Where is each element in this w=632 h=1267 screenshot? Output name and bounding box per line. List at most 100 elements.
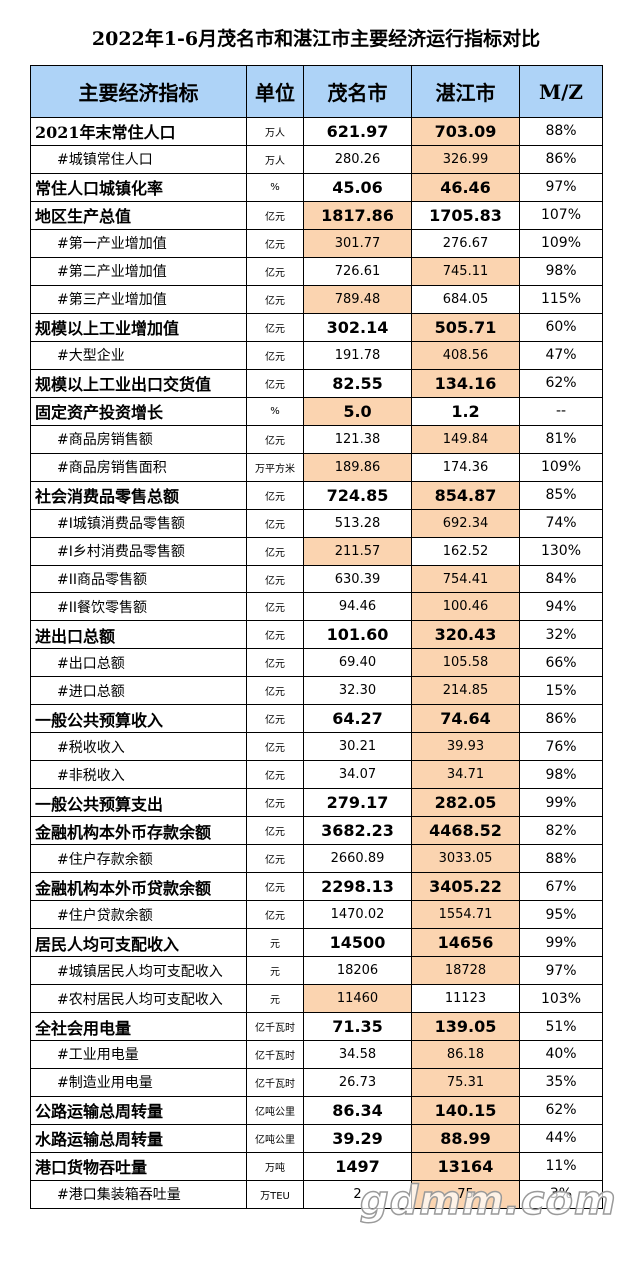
header-cell: 茂名市 bbox=[304, 66, 412, 118]
value: 320.43 bbox=[412, 621, 520, 650]
unit: 亿元 bbox=[247, 761, 304, 790]
value: 34.58 bbox=[304, 1041, 412, 1069]
value: 69.40 bbox=[304, 649, 412, 678]
indicator-name: #II餐饮零售额 bbox=[31, 593, 247, 622]
indicator-name: 居民人均可支配收入 bbox=[31, 929, 247, 958]
ratio: 95% bbox=[520, 901, 603, 930]
value: 101.60 bbox=[304, 621, 412, 650]
value: 4468.52 bbox=[412, 817, 520, 846]
ratio: 97% bbox=[520, 957, 603, 986]
indicator-name: #工业用电量 bbox=[31, 1041, 247, 1069]
indicator-name: #商品房销售面积 bbox=[31, 453, 247, 482]
value: 754.41 bbox=[412, 565, 520, 594]
indicator-name: #住户存款余额 bbox=[31, 845, 247, 874]
ratio: 85% bbox=[520, 481, 603, 510]
value: 326.99 bbox=[412, 145, 520, 174]
indicator-name: #II商品零售额 bbox=[31, 565, 247, 594]
unit: 亿千瓦时 bbox=[247, 1041, 304, 1069]
value: 46.46 bbox=[412, 173, 520, 202]
value: 100.46 bbox=[412, 593, 520, 622]
value: 45.06 bbox=[304, 173, 412, 202]
value: 34.71 bbox=[412, 761, 520, 790]
value: 703.09 bbox=[412, 118, 520, 146]
value: 30.21 bbox=[304, 733, 412, 762]
ratio: 130% bbox=[520, 537, 603, 566]
ratio: 82% bbox=[520, 817, 603, 846]
ratio: 109% bbox=[520, 453, 603, 482]
indicator-name: 社会消费品零售总额 bbox=[31, 481, 247, 510]
unit: 亿元 bbox=[247, 733, 304, 762]
header-cell: 单位 bbox=[247, 66, 304, 118]
value: 1.2 bbox=[412, 397, 520, 426]
indicator-name: 规模以上工业增加值 bbox=[31, 313, 247, 342]
value: 18206 bbox=[304, 957, 412, 986]
value: 279.17 bbox=[304, 789, 412, 818]
unit: 万吨 bbox=[247, 1152, 304, 1181]
ratio: 86% bbox=[520, 145, 603, 174]
unit: 亿千瓦时 bbox=[247, 1068, 304, 1097]
indicator-name: #商品房销售额 bbox=[31, 425, 247, 454]
unit: 元 bbox=[247, 957, 304, 986]
value: 75 bbox=[412, 1180, 520, 1209]
indicator-name: #进口总额 bbox=[31, 677, 247, 706]
value: 140.15 bbox=[412, 1096, 520, 1125]
ratio: 35% bbox=[520, 1068, 603, 1097]
value: 1817.86 bbox=[304, 201, 412, 230]
unit: 亿元 bbox=[247, 789, 304, 818]
value: 1470.02 bbox=[304, 901, 412, 930]
value: 189.86 bbox=[304, 453, 412, 482]
value: 32.30 bbox=[304, 677, 412, 706]
value: 13164 bbox=[412, 1152, 520, 1181]
value: 149.84 bbox=[412, 425, 520, 454]
unit: 亿元 bbox=[247, 873, 304, 902]
value: 39.93 bbox=[412, 733, 520, 762]
value: 745.11 bbox=[412, 257, 520, 286]
unit: 亿元 bbox=[247, 565, 304, 594]
header-cell: 主要经济指标 bbox=[31, 66, 247, 118]
value: 211.57 bbox=[304, 537, 412, 566]
unit: 亿元 bbox=[247, 201, 304, 230]
ratio: 84% bbox=[520, 565, 603, 594]
value: 71.35 bbox=[304, 1013, 412, 1041]
unit: 亿元 bbox=[247, 817, 304, 846]
value: 94.46 bbox=[304, 593, 412, 622]
ratio: 15% bbox=[520, 677, 603, 706]
value: 174.36 bbox=[412, 453, 520, 482]
unit: 亿元 bbox=[247, 593, 304, 622]
indicator-name: #城镇居民人均可支配收入 bbox=[31, 957, 247, 986]
value: 630.39 bbox=[304, 565, 412, 594]
value: 513.28 bbox=[304, 509, 412, 538]
unit: 亿元 bbox=[247, 509, 304, 538]
header-cell: 湛江市 bbox=[412, 66, 520, 118]
value: 5.0 bbox=[304, 397, 412, 426]
value: 1497 bbox=[304, 1152, 412, 1181]
ratio: 98% bbox=[520, 257, 603, 286]
value: 3405.22 bbox=[412, 873, 520, 902]
value: 621.97 bbox=[304, 118, 412, 146]
indicator-name: #制造业用电量 bbox=[31, 1068, 247, 1097]
ratio: 115% bbox=[520, 285, 603, 314]
value: 34.07 bbox=[304, 761, 412, 790]
unit: 亿千瓦时 bbox=[247, 1013, 304, 1041]
indicator-name: #第三产业增加值 bbox=[31, 285, 247, 314]
ratio: 66% bbox=[520, 649, 603, 678]
ratio: 3% bbox=[520, 1180, 603, 1209]
ratio: -- bbox=[520, 397, 603, 426]
value: 302.14 bbox=[304, 313, 412, 342]
ratio: 103% bbox=[520, 985, 603, 1014]
value: 14656 bbox=[412, 929, 520, 958]
value: 11460 bbox=[304, 985, 412, 1014]
ratio: 99% bbox=[520, 789, 603, 818]
value: 854.87 bbox=[412, 481, 520, 510]
ratio: 51% bbox=[520, 1013, 603, 1041]
table-title: 2022年1-6月茂名市和湛江市主要经济运行指标对比 bbox=[91, 28, 541, 50]
ratio: 88% bbox=[520, 118, 603, 146]
unit: 万TEU bbox=[247, 1180, 304, 1209]
indicator-name: 全社会用电量 bbox=[31, 1013, 247, 1041]
unit: 亿元 bbox=[247, 229, 304, 258]
ratio: 76% bbox=[520, 733, 603, 762]
value: 121.38 bbox=[304, 425, 412, 454]
unit: 亿元 bbox=[247, 257, 304, 286]
indicator-name: 规模以上工业出口交货值 bbox=[31, 369, 247, 398]
indicator-name: 金融机构本外币存款余额 bbox=[31, 817, 247, 846]
